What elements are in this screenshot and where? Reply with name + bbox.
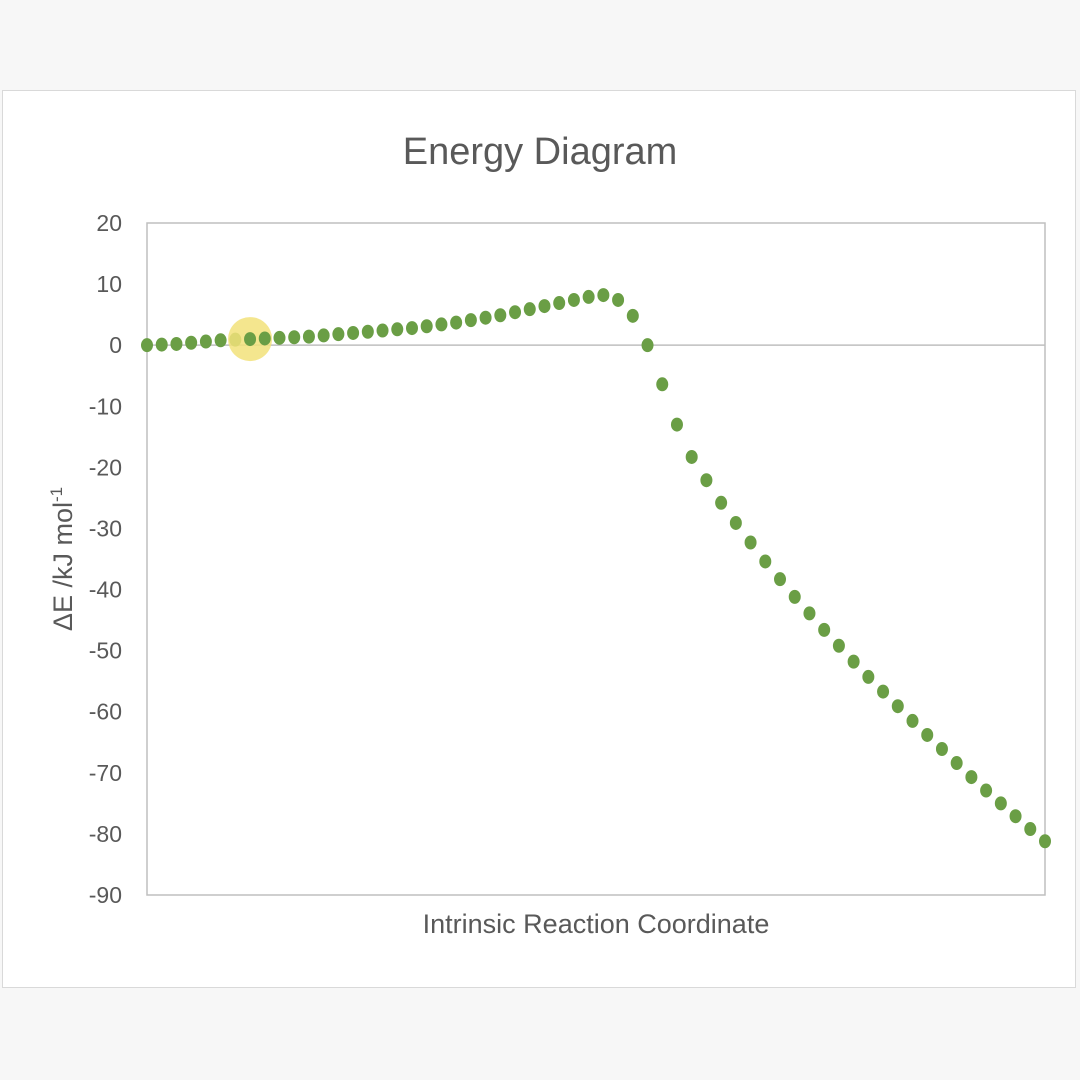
y-tick-label: -70 — [89, 760, 122, 786]
y-tick-label: -60 — [89, 699, 122, 725]
data-point — [376, 323, 389, 338]
data-point — [685, 449, 698, 464]
data-point — [832, 638, 845, 653]
data-point — [921, 727, 934, 742]
data-point — [347, 325, 360, 340]
data-point — [391, 322, 404, 337]
data-point — [450, 315, 463, 330]
data-point — [847, 654, 860, 669]
data-point — [803, 606, 816, 621]
data-point — [744, 535, 757, 550]
data-point — [612, 292, 625, 307]
y-tick-label: -20 — [89, 454, 122, 480]
y-tick-label: -10 — [89, 393, 122, 419]
data-point — [891, 699, 904, 714]
data-point — [288, 330, 301, 345]
data-point — [788, 589, 801, 604]
data-point — [155, 337, 168, 352]
y-tick-label: 20 — [96, 210, 122, 236]
data-point — [670, 417, 683, 432]
data-point — [935, 741, 948, 756]
data-point — [862, 669, 875, 684]
data-point — [214, 333, 227, 348]
y-tick-label: 0 — [109, 332, 122, 358]
data-point — [185, 335, 198, 350]
data-point — [729, 515, 742, 530]
data-point — [582, 289, 595, 304]
data-point — [1039, 834, 1051, 849]
data-point — [950, 756, 963, 771]
chart-title: Energy Diagram — [403, 131, 678, 173]
data-point — [994, 796, 1007, 811]
y-tick-label: -40 — [89, 577, 122, 603]
y-axis-title-text: ΔE /kJ mol — [48, 502, 78, 631]
data-point — [479, 310, 492, 325]
data-point — [626, 308, 639, 323]
y-tick-label: -90 — [89, 882, 122, 908]
data-point — [774, 572, 787, 587]
data-point — [965, 770, 978, 785]
data-point — [523, 302, 536, 317]
data-point — [818, 622, 831, 637]
chart-area — [2, 90, 1076, 988]
y-tick-label: -80 — [89, 821, 122, 847]
data-point — [509, 305, 522, 320]
data-point — [700, 473, 713, 488]
data-point — [141, 338, 153, 353]
data-point — [361, 324, 374, 339]
data-point — [435, 317, 448, 332]
data-point — [332, 327, 345, 342]
data-point — [906, 713, 919, 728]
data-point — [597, 288, 610, 303]
x-axis-title: Intrinsic Reaction Coordinate — [423, 909, 770, 939]
plot-area-frame — [146, 222, 1046, 896]
data-point — [877, 684, 890, 699]
data-point — [170, 336, 183, 351]
data-point — [273, 330, 286, 345]
data-point — [553, 296, 566, 311]
data-point — [420, 319, 433, 334]
y-tick-label: -50 — [89, 638, 122, 664]
y-tick-label: -30 — [89, 515, 122, 541]
data-point — [244, 332, 257, 347]
y-axis-tick-labels: 20 10 0 -10 -20 -30 -40 -50 -60 -70 -80 -90 — [89, 210, 122, 908]
y-axis-title-superscript: -1 — [47, 487, 66, 502]
data-point — [538, 299, 551, 314]
y-axis-title: ΔE /kJ mol-1 — [47, 487, 78, 631]
data-point — [759, 554, 772, 569]
data-point — [317, 328, 330, 343]
data-point — [1009, 809, 1022, 824]
data-point — [494, 308, 507, 323]
y-tick-label: 10 — [96, 271, 122, 297]
data-series — [141, 288, 1051, 849]
data-point — [464, 313, 477, 328]
data-point — [302, 329, 315, 344]
data-point — [1024, 822, 1037, 837]
data-point — [980, 783, 993, 798]
data-point — [567, 292, 580, 307]
data-point — [258, 331, 271, 346]
data-point — [199, 334, 212, 349]
data-point — [641, 338, 654, 353]
data-point — [715, 495, 728, 510]
data-point — [656, 377, 669, 392]
data-point — [405, 321, 418, 336]
